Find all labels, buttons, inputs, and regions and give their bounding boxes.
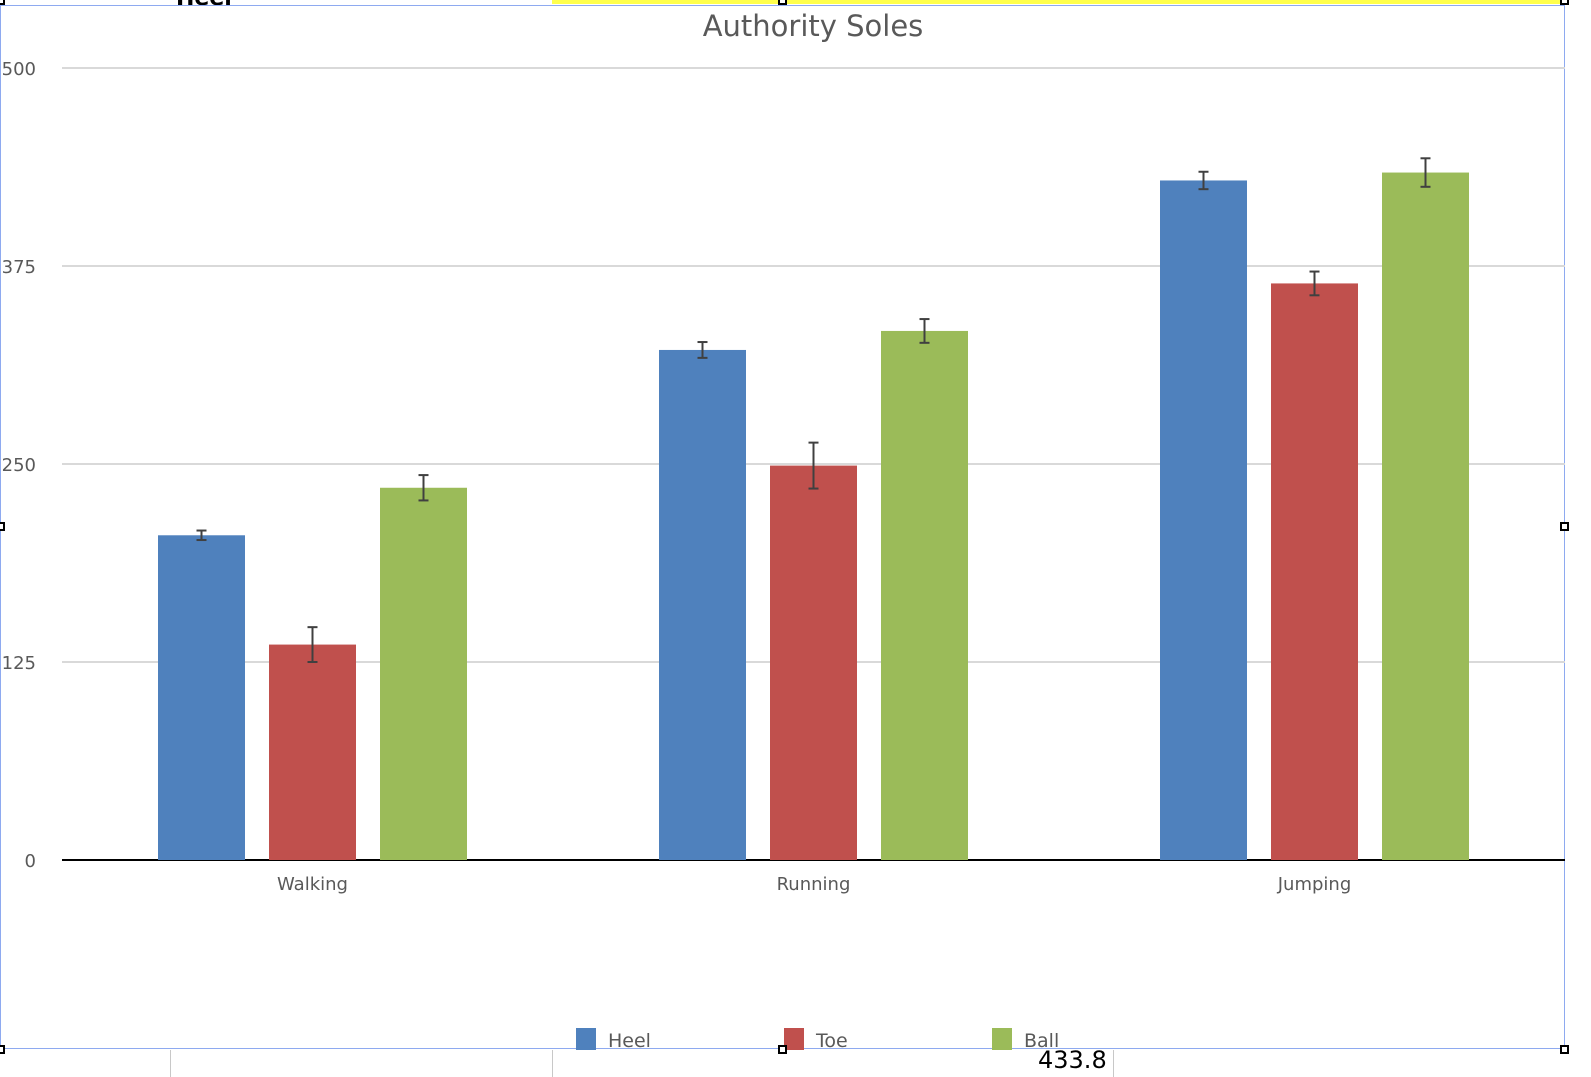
bar-toe-walking: [269, 644, 356, 860]
y-tick-label: 0: [25, 851, 36, 872]
error-bar: [1198, 170, 1209, 191]
legend-label: Heel: [608, 1030, 651, 1052]
bar-heel-running: [659, 349, 746, 860]
y-tick-label: 250: [2, 455, 36, 476]
x-tick-label: Walking: [277, 874, 348, 895]
spreadsheet-row-bottom: [0, 1050, 1591, 1077]
bar-ball-walking: [380, 487, 467, 860]
bar-heel-walking: [158, 535, 245, 860]
bar-ball-jumping: [1382, 172, 1469, 860]
bar-toe-running: [770, 465, 857, 860]
error-bar: [919, 318, 930, 344]
cell-gridline: [1113, 1050, 1114, 1077]
resize-handle[interactable]: [0, 522, 5, 531]
y-tick-label: 125: [2, 653, 36, 674]
bar-toe-jumping: [1271, 283, 1358, 860]
x-tick-label: Jumping: [1277, 874, 1352, 895]
y-tick-label: 375: [2, 257, 36, 278]
cell-gridline: [552, 1050, 553, 1077]
error-bar: [697, 341, 708, 359]
x-tick-label: Running: [777, 874, 851, 895]
bar-ball-running: [881, 330, 968, 861]
legend-swatch-toe: [784, 1028, 804, 1050]
bar-heel-jumping: [1160, 180, 1247, 861]
resize-handle[interactable]: [778, 0, 787, 5]
error-bar: [1420, 157, 1431, 188]
resize-handle[interactable]: [1560, 0, 1569, 5]
highlighted-cells: [552, 0, 1564, 4]
cell-value-fragment: 433.8: [1038, 1046, 1107, 1074]
cell-gridline: [170, 1050, 171, 1077]
resize-handle[interactable]: [778, 1045, 787, 1054]
legend-label: Ball: [1024, 1030, 1059, 1052]
error-bar: [418, 474, 429, 502]
resize-handle[interactable]: [1560, 522, 1569, 531]
error-bar: [1309, 270, 1320, 297]
y-tick-label: 500: [2, 59, 36, 80]
resize-handle[interactable]: [0, 1045, 5, 1054]
resize-handle[interactable]: [0, 0, 5, 5]
error-bar: [808, 441, 819, 490]
legend-swatch-heel: [576, 1028, 596, 1050]
chart-title: Authority Soles: [703, 9, 924, 43]
legend-label: Toe: [815, 1030, 848, 1052]
error-bar: [307, 626, 318, 663]
resize-handle[interactable]: [1560, 1045, 1569, 1054]
error-bar: [196, 529, 207, 542]
legend-swatch-ball: [992, 1028, 1012, 1050]
